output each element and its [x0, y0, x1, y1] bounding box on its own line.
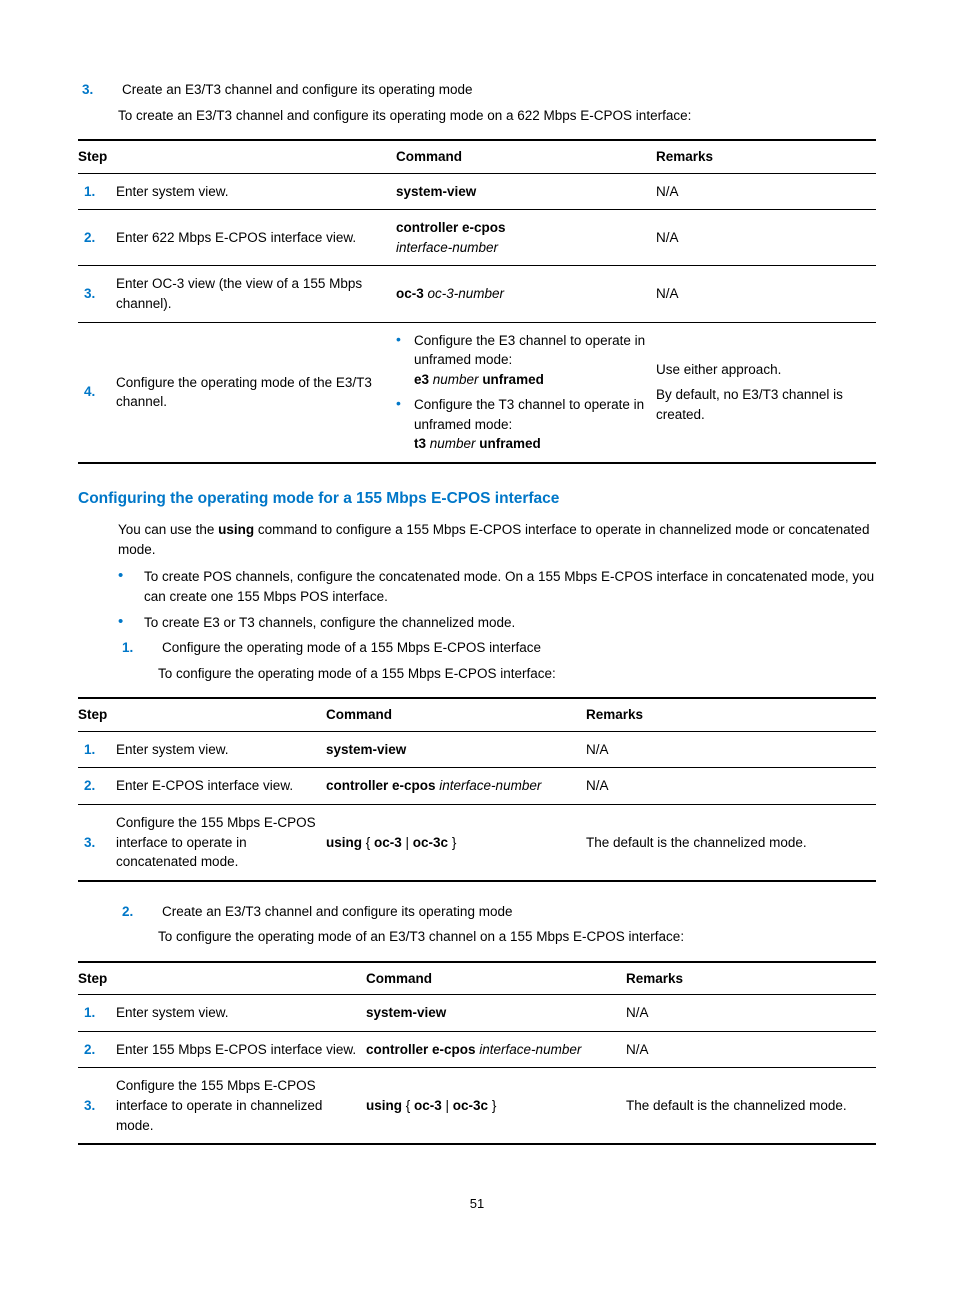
cmd-line: t3 number unframed — [414, 436, 541, 451]
th-step: Step — [78, 698, 326, 731]
text-bold: using — [218, 522, 254, 537]
bullet-item: • To create POS channels, configure the … — [118, 567, 876, 606]
bullet-text: To create POS channels, configure the co… — [144, 567, 876, 606]
row-step: Enter 622 Mbps E-CPOS interface view. — [116, 210, 396, 266]
item-text: Create an E3/T3 channel and configure it… — [162, 902, 876, 922]
cmd-pre: Configure the T3 channel to operate in u… — [414, 397, 644, 432]
page-number: 51 — [78, 1195, 876, 1214]
row-cmd: • Configure the E3 channel to operate in… — [396, 322, 656, 463]
table-row: 2.Enter E-CPOS interface view.controller… — [78, 768, 876, 805]
row-num: 2. — [78, 1031, 116, 1068]
row-cmd: system-view — [366, 995, 626, 1032]
bullet-icon: • — [118, 613, 144, 633]
item-subtext: To configure the operating mode of a 155… — [158, 664, 876, 684]
th-command: Command — [326, 698, 586, 731]
th-remarks: Remarks — [656, 140, 876, 173]
intro-para: You can use the using command to configu… — [118, 520, 876, 559]
row-num: 2. — [78, 768, 116, 805]
th-step: Step — [78, 140, 396, 173]
table-row: 3.Configure the 155 Mbps E-CPOS interfac… — [78, 1068, 876, 1144]
row-step: Enter E-CPOS interface view. — [116, 768, 326, 805]
row-cmd: using { oc-3 | oc-3c } — [366, 1068, 626, 1144]
row-remarks: N/A — [656, 266, 876, 322]
row-remarks: N/A — [586, 731, 876, 768]
row-step: Enter system view. — [116, 173, 396, 210]
th-remarks: Remarks — [586, 698, 876, 731]
row-cmd: controller e-cposinterface-number — [396, 210, 656, 266]
row-num: 3. — [78, 804, 116, 880]
row-remarks: The default is the channelized mode. — [586, 804, 876, 880]
table-row: 2.Enter 155 Mbps E-CPOS interface view.c… — [78, 1031, 876, 1068]
th-command: Command — [366, 962, 626, 995]
item-text: Configure the operating mode of a 155 Mb… — [162, 638, 876, 658]
row-cmd: using { oc-3 | oc-3c } — [326, 804, 586, 880]
bullet-icon: • — [118, 567, 144, 606]
numbered-item: 1. Configure the operating mode of a 155… — [118, 638, 876, 658]
row-step: Enter system view. — [116, 995, 366, 1032]
bullet-icon: • — [396, 331, 414, 390]
row-cmd: controller e-cpos interface-number — [326, 768, 586, 805]
row-remarks: The default is the channelized mode. — [626, 1068, 876, 1144]
item-number: 1. — [118, 638, 162, 658]
row-step: Enter 155 Mbps E-CPOS interface view. — [116, 1031, 366, 1068]
config-table-155-channel: Step Command Remarks 1.Enter system view… — [78, 961, 876, 1145]
row-remarks: N/A — [626, 995, 876, 1032]
row-step: Enter system view. — [116, 731, 326, 768]
cmd-line: e3 number unframed — [414, 372, 544, 387]
table-row: 1.Enter system view.system-viewN/A — [78, 173, 876, 210]
row-num: 3. — [78, 266, 116, 322]
table-row: 3.Enter OC-3 view (the view of a 155 Mbp… — [78, 266, 876, 322]
row-cmd: oc-3 oc-3-number — [396, 266, 656, 322]
table-row: 3.Configure the 155 Mbps E-CPOS interfac… — [78, 804, 876, 880]
row-remarks: N/A — [656, 210, 876, 266]
numbered-item: 3. Create an E3/T3 channel and configure… — [78, 80, 876, 100]
cmd-pre: Configure the E3 channel to operate in u… — [414, 333, 645, 368]
numbered-item: 2. Create an E3/T3 channel and configure… — [118, 902, 876, 922]
row-step: Enter OC-3 view (the view of a 155 Mbps … — [116, 266, 396, 322]
bullet-item: • To create E3 or T3 channels, configure… — [118, 613, 876, 633]
row-num: 3. — [78, 1068, 116, 1144]
th-remarks: Remarks — [626, 962, 876, 995]
bullet-icon: • — [396, 395, 414, 454]
th-step: Step — [78, 962, 366, 995]
row-remarks: N/A — [586, 768, 876, 805]
row-cmd: system-view — [396, 173, 656, 210]
row-num: 1. — [78, 995, 116, 1032]
row-num: 4. — [78, 322, 116, 463]
item-number: 3. — [78, 80, 122, 100]
config-table-155-mode: Step Command Remarks 1.Enter system view… — [78, 697, 876, 881]
item-number: 2. — [118, 902, 162, 922]
item-subtext: To create an E3/T3 channel and configure… — [118, 106, 876, 126]
remark-line: By default, no E3/T3 channel is created. — [656, 385, 870, 424]
item-subtext: To configure the operating mode of an E3… — [158, 927, 876, 947]
row-num: 2. — [78, 210, 116, 266]
row-step: Configure the 155 Mbps E-CPOS interface … — [116, 804, 326, 880]
table-row: 4. Configure the operating mode of the E… — [78, 322, 876, 463]
th-command: Command — [396, 140, 656, 173]
row-num: 1. — [78, 731, 116, 768]
table-row: 1.Enter system view.system-viewN/A — [78, 731, 876, 768]
section-heading: Configuring the operating mode for a 155… — [78, 488, 876, 510]
table-row: 1.Enter system view.system-viewN/A — [78, 995, 876, 1032]
row-cmd: controller e-cpos interface-number — [366, 1031, 626, 1068]
row-remarks: Use either approach. By default, no E3/T… — [656, 322, 876, 463]
row-remarks: N/A — [626, 1031, 876, 1068]
remark-line: Use either approach. — [656, 360, 870, 380]
row-step: Configure the 155 Mbps E-CPOS interface … — [116, 1068, 366, 1144]
row-num: 1. — [78, 173, 116, 210]
table-row: 2.Enter 622 Mbps E-CPOS interface view.c… — [78, 210, 876, 266]
text: You can use the — [118, 522, 218, 537]
row-cmd: system-view — [326, 731, 586, 768]
config-table-622: Step Command Remarks 1.Enter system view… — [78, 139, 876, 464]
item-text: Create an E3/T3 channel and configure it… — [122, 80, 876, 100]
row-remarks: N/A — [656, 173, 876, 210]
row-step: Configure the operating mode of the E3/T… — [116, 322, 396, 463]
bullet-text: To create E3 or T3 channels, configure t… — [144, 613, 876, 633]
